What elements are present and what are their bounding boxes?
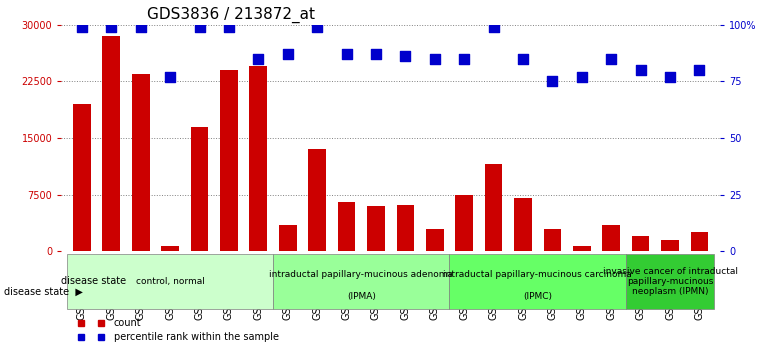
Bar [132,74,149,251]
Text: intraductal papillary-mucinous carcinoma: intraductal papillary-mucinous carcinoma [444,270,632,279]
Text: control, normal: control, normal [136,277,205,286]
Point [693,67,705,73]
Bar [691,233,709,251]
Point [311,24,323,30]
Bar [279,225,296,251]
Point [429,56,441,62]
Text: disease state: disease state [61,276,126,286]
FancyBboxPatch shape [67,254,273,308]
Point [193,24,205,30]
Bar [455,195,473,251]
Point [399,54,411,59]
Bar [397,205,414,251]
Point [458,56,470,62]
Bar [309,149,326,251]
Point [105,24,117,30]
Bar [544,229,561,251]
Point [164,74,176,80]
Point [282,51,294,57]
Point [76,24,88,30]
Text: GDS3836 / 213872_at: GDS3836 / 213872_at [147,7,315,23]
Bar [485,165,502,251]
Bar [661,240,679,251]
Bar [73,104,90,251]
Point [223,24,235,30]
Bar [573,246,591,251]
Bar [220,70,237,251]
Bar [602,225,620,251]
Point [576,74,588,80]
Bar [162,246,179,251]
Text: (IPMA): (IPMA) [347,292,375,301]
FancyBboxPatch shape [273,254,450,308]
Text: disease state  ▶: disease state ▶ [4,287,83,297]
Text: percentile rank within the sample: percentile rank within the sample [114,332,279,342]
Point [135,24,147,30]
Point [517,56,529,62]
Bar [514,199,532,251]
Point [605,56,617,62]
Bar [103,36,120,251]
Point [664,74,676,80]
Bar [426,229,444,251]
Point [370,51,382,57]
Text: intraductal papillary-mucinous adenoma: intraductal papillary-mucinous adenoma [270,270,453,279]
Bar [191,127,208,251]
Text: count: count [114,318,142,328]
Bar [632,236,650,251]
Text: invasive cancer of intraductal
papillary-mucinous
neoplasm (IPMN): invasive cancer of intraductal papillary… [603,267,738,296]
FancyBboxPatch shape [626,254,714,308]
Bar [367,206,385,251]
Point [634,67,647,73]
Point [546,79,558,84]
Point [252,56,264,62]
Bar [338,202,355,251]
Point [487,24,499,30]
Bar [250,66,267,251]
Point [340,51,352,57]
Text: (IPMC): (IPMC) [523,292,552,301]
FancyBboxPatch shape [450,254,626,308]
